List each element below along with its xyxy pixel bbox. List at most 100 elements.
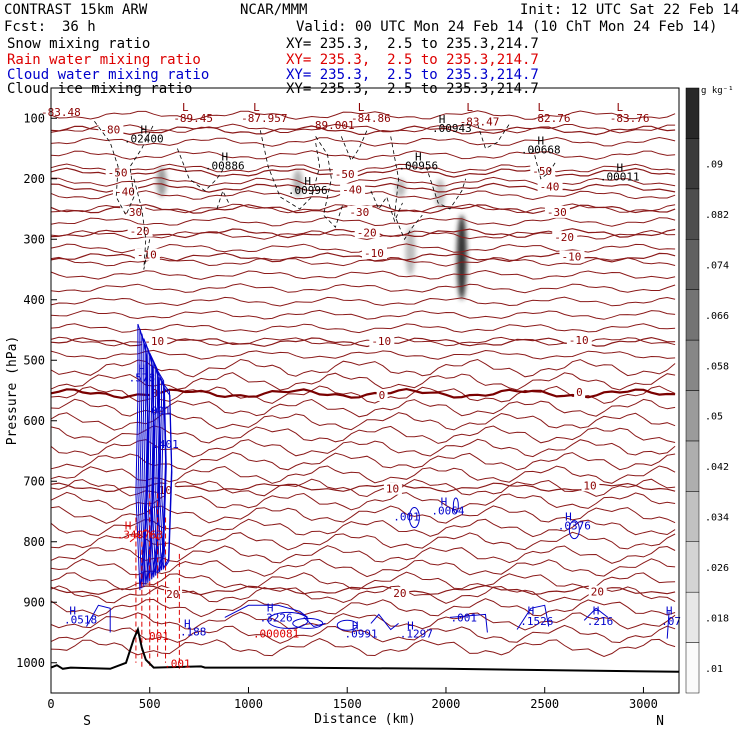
contour-annotation: .00943 [432,122,472,135]
isotherm-label: -20 [357,226,377,239]
cloud-ice-contour [340,130,368,162]
colorbar-segment [685,390,700,442]
cloud-water-contour [370,613,399,631]
isotherm-line [50,531,676,551]
contour-annotation: .001 [144,405,171,418]
isotherm-label-bg [134,248,160,261]
colorbar-segment [685,591,700,643]
field-name-cloud-ice: Cloud ice mixing ratio [7,81,193,97]
isotherm-label: -10 [144,335,164,348]
contour-annotation: .0064 [431,505,464,518]
isotherm-label-bg [391,587,410,600]
contour-annotation: .02400 [124,132,164,145]
contour-annotation: .001 [142,630,169,643]
contour-annotation: L [616,101,623,114]
isotherm-label: 20 [393,587,406,600]
y-tick-label: 100 [23,111,45,125]
colorbar-segment [685,289,700,341]
isotherm-label-bg [544,205,570,218]
contour-annotation: .001 [393,511,420,524]
colorbar-tick-label: .09 [705,160,723,171]
snow-shading-blob [405,227,416,276]
isotherm-label: -50 [532,165,552,178]
x-end-label-south: S [83,714,91,729]
x-tick-label: 500 [139,697,161,711]
terrain-line [50,626,680,673]
isotherm-line [50,323,676,334]
field-name-snow: Snow mixing ratio [7,36,151,52]
isotherm-label-bg [332,168,358,181]
isotherm-line [50,296,676,307]
isotherm-label-bg [530,164,556,177]
cloud-ice-contour [477,124,510,150]
isotherm-line [50,491,676,511]
isotherm-label: -10 [371,335,391,348]
colorbar-segment [685,188,700,240]
y-tick-label: 600 [23,414,45,428]
isotherm-label-bg [354,226,380,239]
contour-annotation: H [537,134,544,147]
snow-shading-blob [156,166,167,197]
x-axis-label: Distance (km) [314,712,416,727]
isotherm-layer: -80-50 -50 -50-40 -40 -40-30 -30 -30-20 -20 -20-… [50,110,676,658]
isotherm-line [50,624,676,644]
isotherm-label-bg [581,479,600,492]
cloud-water-contour [666,611,670,639]
cloud-ice-contour [259,130,321,210]
isotherm-label-bg [142,335,168,348]
plot-frame [50,87,680,694]
isotherm-line [50,163,676,174]
cloud-ice-contour [390,136,423,241]
cloud-water-contour [303,617,326,628]
contour-annotation: .07 [661,615,681,628]
x-tick-label: 0 [47,697,54,711]
colorbar-tick-label: .05 [705,412,723,423]
isotherm-label: 10 [583,479,596,492]
isotherm-label-bg [552,231,578,244]
isotherm-label-bg [112,185,138,198]
contour-annotation: H [666,604,673,617]
isotherm-label: -10 [364,247,384,260]
contour-annotation: H [616,161,623,174]
isotherm-label: -20 [130,225,150,238]
isotherm-label-bg [127,224,153,237]
colorbar-segment [685,87,700,139]
contour-annotation: .188 [180,626,207,639]
contour-annotation: L [466,101,473,114]
annotation-layer: L-89.45L-87.957-89.001L-84.86L-83.47L-82… [41,101,681,671]
cloud-water-contour [583,607,609,621]
header-valid: Valid: 00 UTC Mon 24 Feb 14 (10 ChT Mon … [296,19,718,35]
isotherm-label-bg [105,166,131,179]
contour-annotation: -83.48 [41,106,81,119]
snow-shading-blob [395,178,406,197]
contour-annotation: .0991 [344,627,377,640]
isotherm-label: -30 [122,206,142,219]
contour-annotation: -83.76 [610,112,650,125]
x-tick-label: 1500 [333,697,362,711]
contour-annotation: H [528,604,535,617]
isotherm-line [50,611,676,631]
isotherm-label: 20 [591,586,604,599]
header-init: Init: 12 UTC Sat 22 Feb 14 [520,2,740,18]
colorbar-segment [685,239,700,290]
cloud-water-contour-layer [86,323,670,639]
isotherm-line [50,150,676,160]
cloud-ice-contour [425,166,467,210]
contour-annotation: H [69,604,76,617]
contour-annotation: .001 [164,658,191,671]
isotherm-label-bg [347,205,373,218]
contour-annotation: .0518 [64,613,97,626]
contour-annotation: H [439,113,446,126]
contour-annotation: H [304,175,311,188]
isotherm-line [50,571,676,591]
field-name-cloud-water: Cloud water mixing ratio [7,67,210,83]
contour-annotation: .001 [450,612,477,625]
y-axis-label: Pressure (hPa) [5,336,20,446]
cloud-water-contour [516,604,550,630]
contour-annotation: .000081 [253,627,299,640]
isotherm-label-bg [98,123,124,136]
colorbar: .01 .018 .026 .034 .042 .05 .058 .066 .074 .082 .0… [685,86,734,694]
isotherm-label: -80 [100,123,120,136]
contour-annotation: -82.76 [531,112,571,125]
